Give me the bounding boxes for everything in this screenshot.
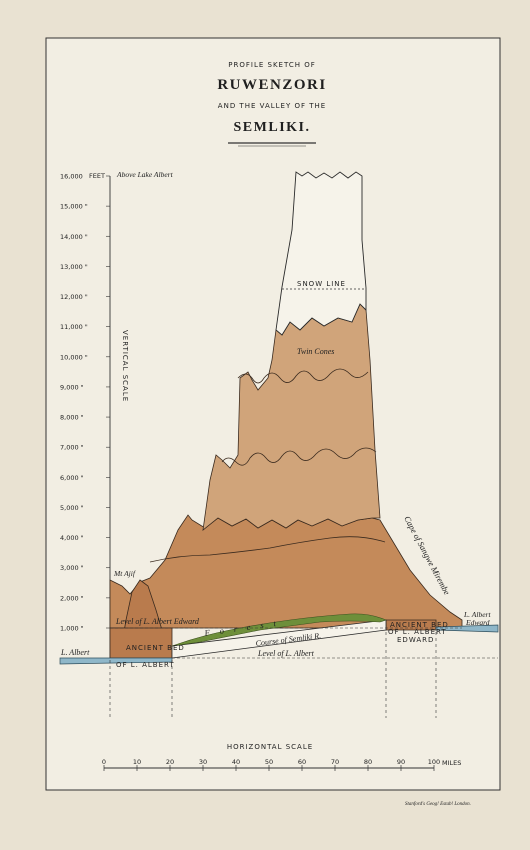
horizontal-scale-label: HORIZONTAL SCALE <box>227 743 313 751</box>
miles-unit: MILES <box>442 759 461 767</box>
level-albert-edward-label: Level of L. Albert Edward <box>115 617 200 626</box>
ancient-bed-left <box>109 627 173 659</box>
title-line-3: AND THE VALLEY OF THE <box>218 102 326 110</box>
vertical-tick-label: 10,000 " <box>60 353 88 361</box>
contour-lines <box>149 368 386 563</box>
level-albert-label: Level of L. Albert <box>257 649 315 658</box>
ancient-bed-left-label: ANCIENT BED <box>126 644 185 652</box>
forest-band <box>171 613 387 647</box>
horizontal-tick-label: 30 <box>199 758 207 766</box>
title-line-2: RUWENZORI <box>217 77 326 93</box>
snow-peak <box>275 171 367 336</box>
l-albert-label: L. Albert <box>60 648 90 657</box>
vertical-tick-label: 4,000 " <box>60 534 84 542</box>
vertical-tick-label: 2,000 " <box>60 594 84 602</box>
of-l-albert-edward-label-2: EDWARD <box>397 636 434 644</box>
imprint: Stanford's Geog! Estab! London. <box>405 802 471 807</box>
ancient-bed-right-label: ANCIENT BED <box>390 621 449 629</box>
horizontal-tick-label: 80 <box>364 758 372 766</box>
horizontal-tick-label: 20 <box>166 758 174 766</box>
horizontal-scale-ticks: 0 10 20 30 40 50 60 70 80 90 100 <box>102 758 440 771</box>
of-l-albert-label: OF L. ALBERT <box>116 661 175 669</box>
vertical-tick-label: 8,000 " <box>60 414 84 422</box>
l-albert-edward-label-2: Edward <box>465 618 490 627</box>
horizontal-tick-label: 70 <box>331 758 339 766</box>
of-l-albert-edward-label-1: OF L. ALBERT <box>388 628 447 636</box>
vertical-tick-label: 13,000 " <box>60 263 88 271</box>
vertical-tick-label: 15,000 " <box>60 203 88 211</box>
title-line-4: SEMLIKI. <box>234 120 311 135</box>
vertical-scale-label: VERTICAL SCALE <box>121 330 129 402</box>
feet-unit: FEET <box>89 172 105 180</box>
vertical-tick-label: 11,000 " <box>60 323 88 331</box>
vertical-tick-label: 9,000 " <box>60 383 84 391</box>
vertical-tick-label: 12,000 " <box>60 293 88 301</box>
horizontal-tick-label: 60 <box>298 758 306 766</box>
vertical-scale-ticks: 16,000 15,000 " 14,000 " 13,000 " 12,000 " 11… <box>60 173 110 633</box>
vertical-tick-label: 7,000 " <box>60 444 84 452</box>
l-albert-edward-label-1: L. Albert <box>463 610 491 619</box>
vertical-tick-label: 5,000 " <box>60 504 84 512</box>
vertical-guides <box>109 632 437 718</box>
horizontal-tick-label: 10 <box>133 758 141 766</box>
vertical-tick-label: 14,000 " <box>60 233 88 241</box>
vertical-tick-label: 16,000 <box>60 173 83 181</box>
vertical-tick-label: 6,000 " <box>60 474 84 482</box>
lake-albert-edward <box>435 624 499 633</box>
horizontal-tick-label: 90 <box>397 758 405 766</box>
horizontal-tick-label: 100 <box>428 758 440 766</box>
vertical-tick-label: 1,000 " <box>60 625 84 633</box>
above-lake-albert-note: Above Lake Albert <box>116 170 174 179</box>
snow-line-label: SNOW LINE <box>297 280 346 288</box>
mt-ajif-label: Mt Ajif <box>113 569 136 578</box>
title-line-1: PROFILE SKETCH OF <box>228 61 315 69</box>
vertical-tick-label: 3,000 " <box>60 564 84 572</box>
horizontal-tick-label: 50 <box>265 758 273 766</box>
horizontal-tick-label: 0 <box>102 758 106 766</box>
horizontal-tick-label: 40 <box>232 758 240 766</box>
twin-cones-label: Twin Cones <box>297 347 334 356</box>
